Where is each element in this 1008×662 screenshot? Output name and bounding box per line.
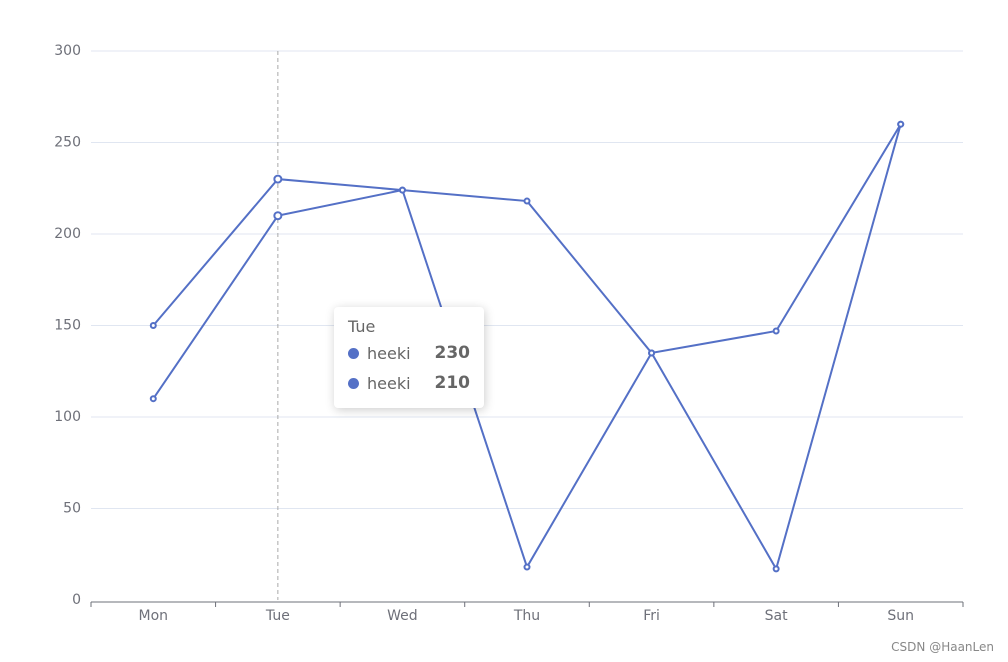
x-tick-label: Sat — [765, 608, 788, 624]
x-tick-label: Sun — [887, 608, 914, 624]
y-tick-label: 150 — [54, 318, 81, 334]
data-point — [648, 349, 656, 357]
data-point — [523, 563, 531, 571]
y-tick-label: 50 — [63, 501, 81, 517]
y-tick-label: 0 — [72, 592, 81, 608]
x-tick-label: Thu — [513, 608, 540, 624]
tooltip: Tue heeki 230 heeki 210 — [334, 307, 484, 408]
x-tick-label: Mon — [139, 608, 169, 624]
watermark: CSDN @HaanLen — [891, 640, 994, 654]
tooltip-value: 230 — [434, 343, 471, 363]
tooltip-dot — [348, 377, 359, 389]
tooltip-row: heeki 230 — [348, 338, 470, 368]
data-point — [149, 395, 157, 403]
data-point — [897, 120, 905, 128]
y-tick-label: 200 — [54, 226, 81, 242]
x-tick-label: Fri — [643, 608, 660, 624]
data-point — [772, 327, 780, 335]
tooltip-title: Tue — [348, 317, 376, 336]
x-tick-label: Tue — [265, 608, 290, 624]
tooltip-name: heeki — [367, 343, 411, 363]
data-point — [273, 211, 283, 221]
y-tick-label: 300 — [54, 43, 81, 59]
tooltip-row: heeki 210 — [348, 368, 470, 398]
data-point — [149, 322, 157, 329]
data-point — [523, 197, 531, 205]
y-tick-label: 250 — [54, 135, 81, 151]
data-point — [398, 186, 406, 194]
tooltip-name: heeki — [367, 373, 411, 393]
data-point — [772, 565, 780, 573]
tooltip-value: 210 — [434, 373, 471, 393]
data-point — [273, 174, 283, 184]
series-line — [152, 123, 902, 570]
y-tick-label: 100 — [54, 409, 81, 425]
tooltip-dot — [348, 347, 359, 359]
x-tick-label: Wed — [387, 608, 418, 624]
series-line — [152, 123, 902, 572]
